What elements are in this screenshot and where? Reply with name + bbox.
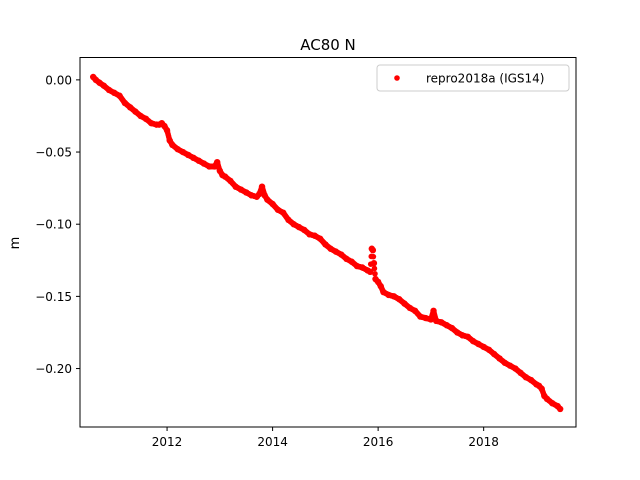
x-axis-ticks: 2012 2014 2016 2018 (152, 427, 499, 449)
y-tick-label: −0.05 (35, 146, 72, 160)
data-points (89, 73, 564, 413)
data-point (371, 265, 378, 272)
data-point (370, 253, 377, 260)
legend-label: repro2018a (IGS14) (426, 72, 544, 86)
x-tick-label: 2012 (152, 435, 183, 449)
chart-title: AC80 N (300, 36, 356, 54)
data-point (366, 268, 373, 275)
x-tick-label: 2014 (257, 435, 288, 449)
y-axis-label: m (8, 237, 23, 250)
y-tick-label: −0.20 (35, 362, 72, 376)
y-axis-ticks: 0.00 −0.05 −0.10 −0.15 −0.20 (35, 73, 80, 376)
data-point (369, 246, 376, 253)
x-tick-label: 2016 (363, 435, 394, 449)
x-tick-label: 2018 (468, 435, 499, 449)
y-tick-label: 0.00 (45, 73, 72, 87)
axes-frame (79, 57, 577, 428)
data-point (556, 405, 563, 412)
y-tick-label: −0.15 (35, 290, 72, 304)
legend: repro2018a (IGS14) (376, 64, 570, 92)
legend-marker (394, 75, 400, 81)
legend-frame (376, 64, 570, 92)
data-point (372, 270, 378, 277)
y-tick-label: −0.10 (35, 218, 72, 232)
data-point (367, 261, 374, 267)
